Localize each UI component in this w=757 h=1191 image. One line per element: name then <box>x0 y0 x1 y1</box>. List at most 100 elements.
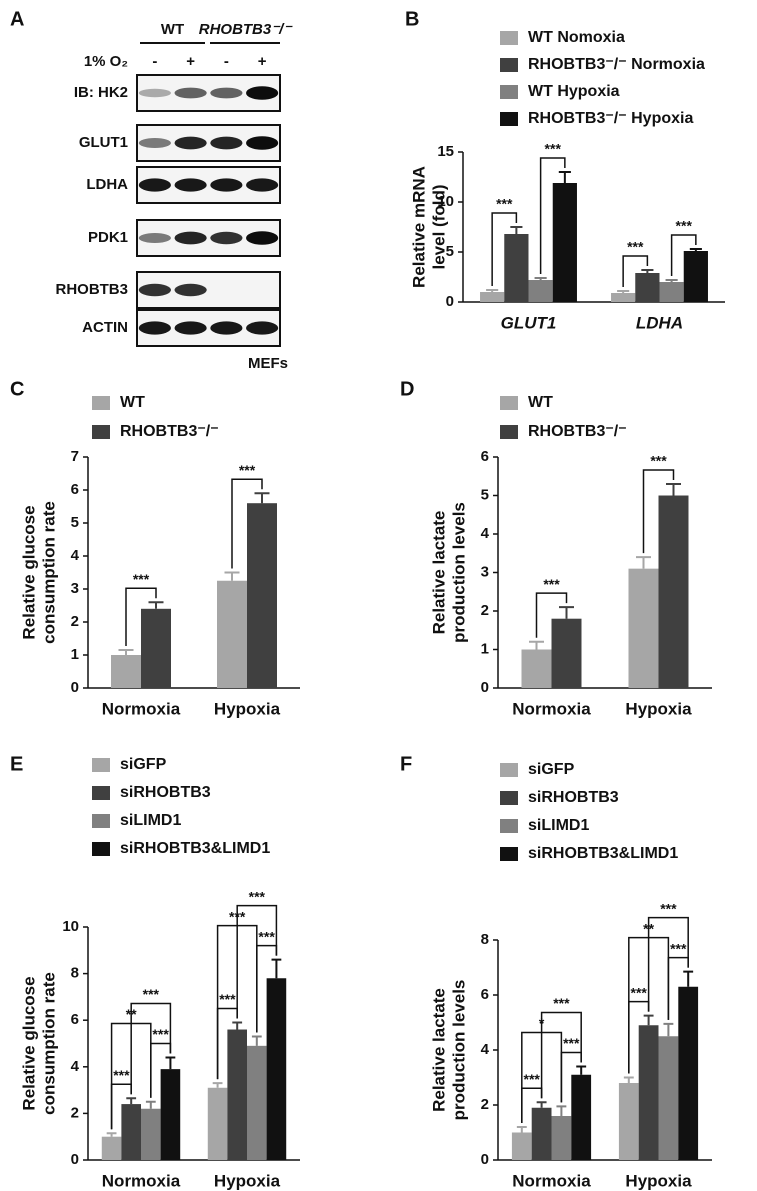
y-tick-label: 5 <box>481 486 489 503</box>
significance-label: *** <box>676 218 693 234</box>
error-bar <box>232 1021 243 1030</box>
bar <box>635 273 660 302</box>
y-tick-label: 3 <box>481 563 489 580</box>
band <box>174 283 207 297</box>
bar <box>247 1045 267 1160</box>
significance-label: *** <box>249 888 266 904</box>
legend-swatch <box>500 112 518 126</box>
legend-label: WT <box>120 394 145 411</box>
significance-bracket <box>670 234 697 276</box>
bar <box>531 1107 552 1160</box>
cell-line: MEFs <box>248 355 288 372</box>
band <box>138 321 171 335</box>
y-axis-label: consumption rate <box>39 972 58 1115</box>
legend-swatch <box>92 842 110 856</box>
y-tick-label: 0 <box>481 1151 489 1168</box>
error-bar <box>665 279 678 282</box>
legend-label: RHOBTB3⁻/⁻ <box>120 423 219 440</box>
y-axis-label: Relative glucose <box>19 505 38 639</box>
significance-label: *** <box>258 928 275 944</box>
y-tick-label: 3 <box>71 580 79 597</box>
y-tick-label: 0 <box>71 1151 79 1168</box>
significance-label: *** <box>113 1067 130 1083</box>
error-bar <box>636 556 651 569</box>
significance-label: *** <box>631 984 648 1000</box>
y-tick-label: 2 <box>481 602 489 619</box>
error-bar <box>510 226 523 234</box>
bar <box>571 1074 592 1160</box>
legend-label: siLIMD1 <box>120 812 181 829</box>
error-bar <box>666 482 681 496</box>
x-tick-label: Normoxia <box>512 1171 591 1190</box>
y-tick-label: 10 <box>62 918 79 935</box>
y-axis-label: consumption rate <box>39 501 58 644</box>
bar <box>521 649 552 688</box>
error-bar <box>224 571 240 581</box>
error-bar <box>576 1065 587 1075</box>
legend-swatch <box>92 425 110 439</box>
bar <box>266 978 287 1160</box>
significance-bracket <box>642 469 675 554</box>
band <box>138 138 171 148</box>
significance-label: *** <box>650 453 667 469</box>
y-tick-label: 5 <box>446 243 454 260</box>
significance-bracket <box>491 212 518 286</box>
y-tick-label: 6 <box>71 1011 79 1028</box>
band <box>210 136 243 150</box>
significance-label: *** <box>553 995 570 1011</box>
bar <box>511 1132 532 1160</box>
band <box>174 231 207 245</box>
y-tick-label: 2 <box>71 1104 79 1121</box>
significance-bracket <box>622 255 649 287</box>
lane-label: - <box>224 53 229 70</box>
error-bar <box>529 640 544 650</box>
error-bar <box>271 958 282 979</box>
bar <box>551 618 582 688</box>
x-tick-label: GLUT1 <box>501 313 557 332</box>
y-tick-label: 0 <box>71 679 79 696</box>
bar <box>160 1069 181 1160</box>
bar <box>638 1025 659 1160</box>
row-label: RHOBTB3 <box>55 281 128 298</box>
significance-label: *** <box>219 991 236 1007</box>
significance-bracket <box>647 916 689 1012</box>
y-tick-label: 0 <box>481 679 489 696</box>
lane-label: - <box>152 53 157 70</box>
band <box>138 178 171 192</box>
panel-letter: A <box>10 8 24 30</box>
panel-letter: F <box>400 753 412 775</box>
y-axis-label: Relative glucose <box>19 976 38 1110</box>
error-bar <box>126 1097 137 1105</box>
bar <box>217 580 247 688</box>
bar <box>658 1036 679 1160</box>
legend-label: siRHOBTB3&LIMD1 <box>120 840 270 857</box>
bar <box>247 503 277 688</box>
legend-swatch <box>500 425 518 439</box>
y-tick-label: 4 <box>481 525 490 542</box>
error-bar <box>641 269 654 273</box>
error-bar <box>212 1082 223 1088</box>
x-tick-label: Normoxia <box>102 699 181 718</box>
error-bar <box>251 1035 262 1046</box>
significance-bracket <box>535 592 568 638</box>
error-bar <box>165 1056 176 1070</box>
band <box>174 136 207 150</box>
condition-label: 1% O₂ <box>84 53 128 70</box>
panel-letter: D <box>400 378 414 400</box>
significance-bracket <box>540 1011 582 1099</box>
group-label: WT <box>161 21 184 38</box>
error-bar <box>617 290 630 293</box>
legend-swatch <box>500 763 518 777</box>
x-tick-label: Hypoxia <box>214 1171 281 1190</box>
legend-swatch <box>92 814 110 828</box>
panel-letter: C <box>10 378 24 400</box>
error-bar <box>145 1100 156 1109</box>
bar <box>551 1116 572 1160</box>
bar <box>552 183 577 302</box>
significance-label: *** <box>152 1026 169 1042</box>
legend-label: WT <box>528 394 553 411</box>
legend-label: siRHOBTB3 <box>120 784 211 801</box>
band <box>174 178 207 192</box>
y-tick-label: 6 <box>71 481 79 498</box>
error-bar <box>254 492 270 504</box>
